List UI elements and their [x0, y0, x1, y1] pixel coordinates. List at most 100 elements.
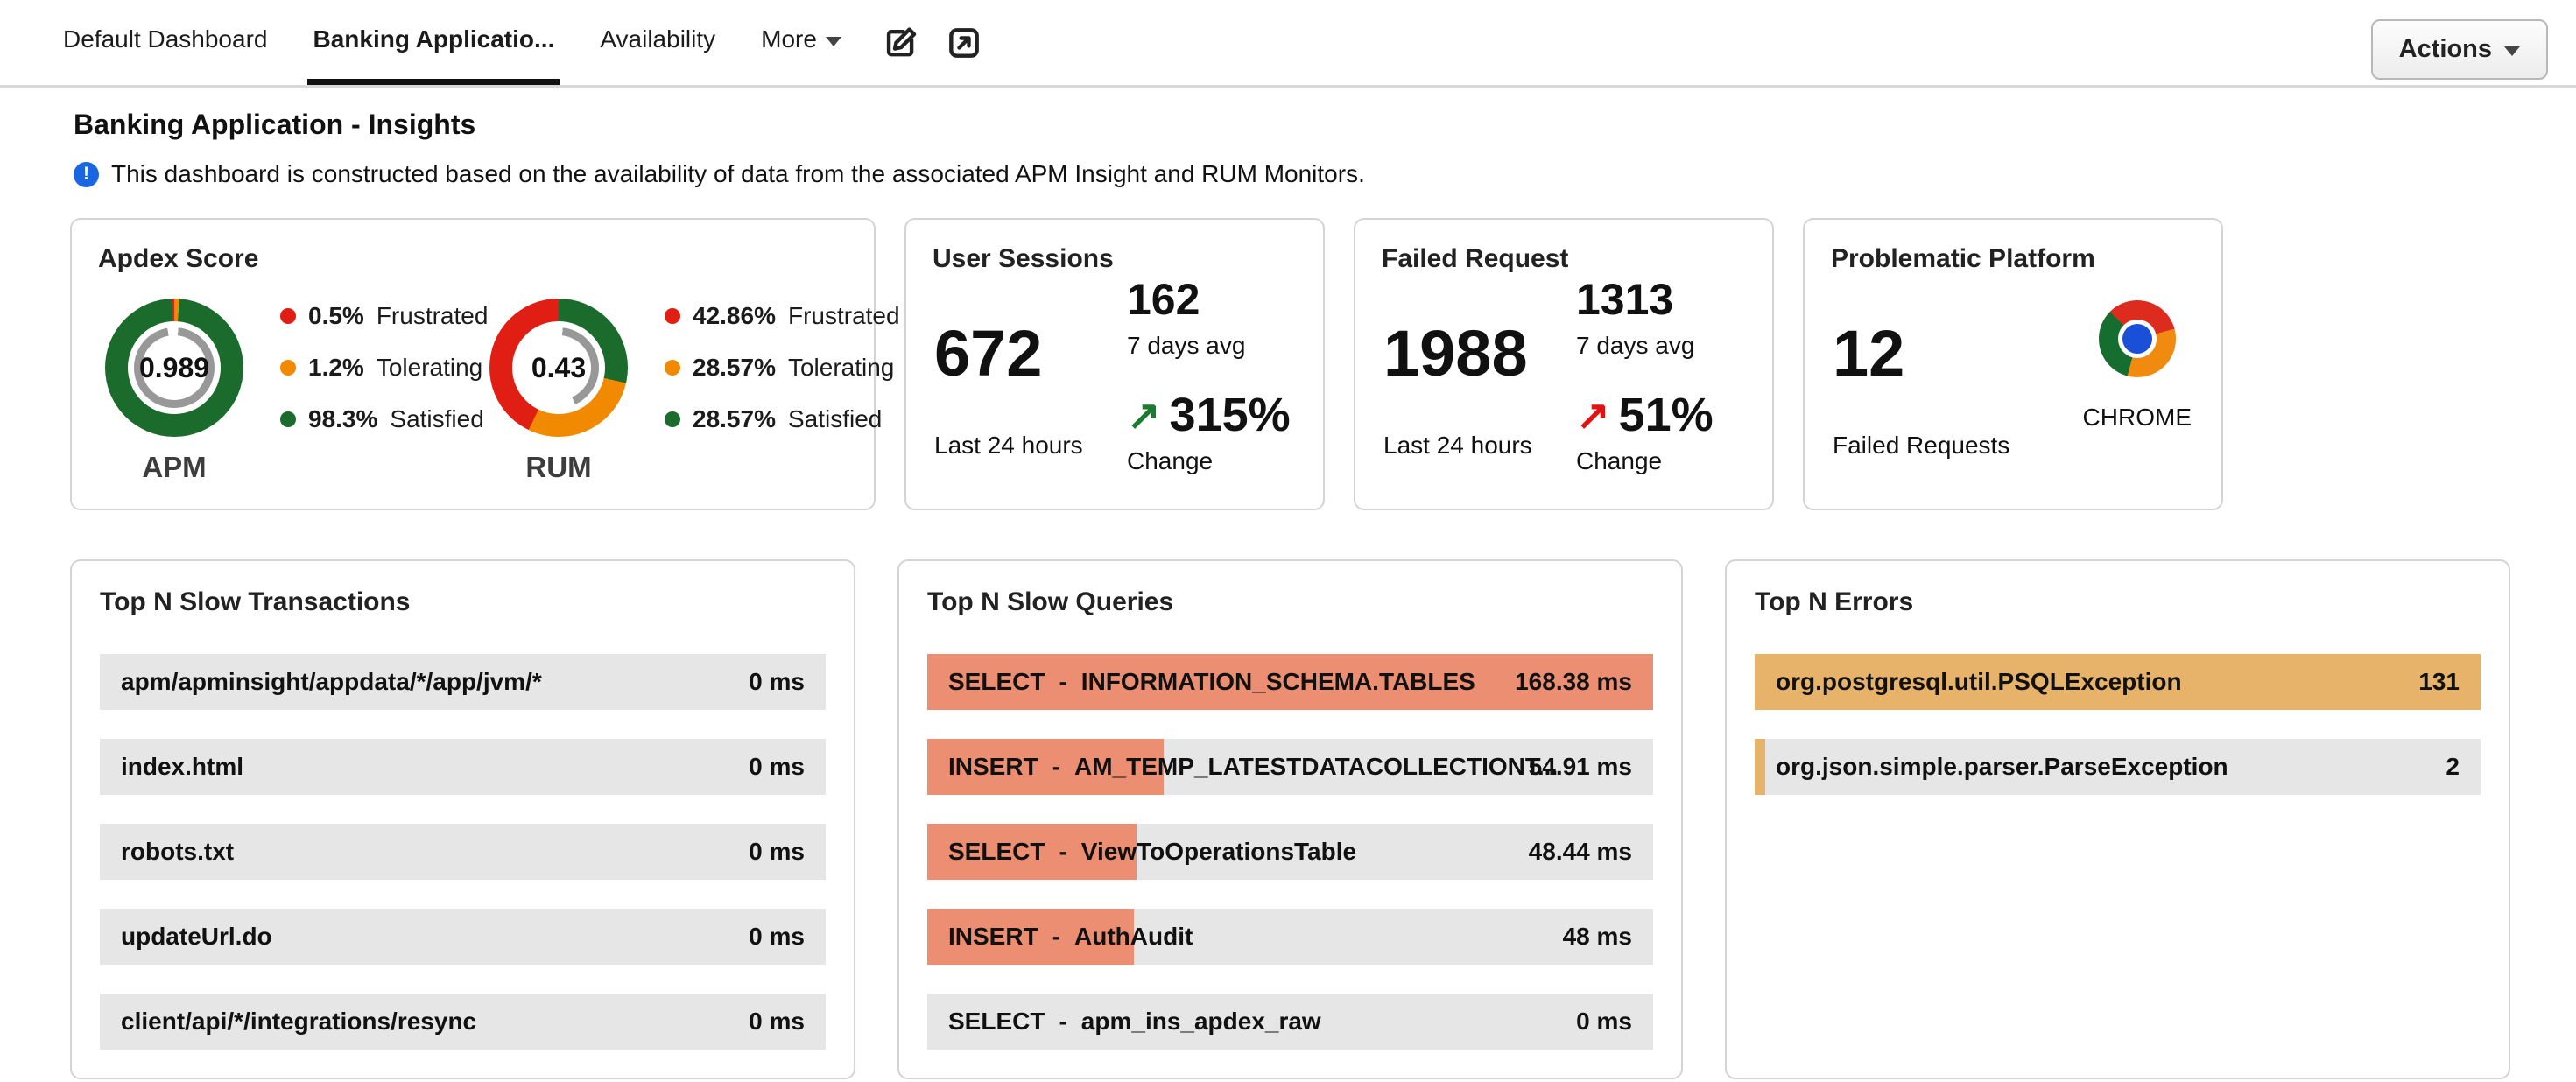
- row-label: SELECT - ViewToOperationsTable: [948, 838, 1357, 865]
- row-value: 131: [2418, 668, 2460, 695]
- row-label: org.json.simple.parser.ParseException: [1776, 753, 2228, 780]
- apm-gauge-group: 0.989 0.5% Frustrated 1.2% Tolerating 98.3…: [98, 299, 488, 502]
- row-label: INSERT - AM_TEMP_LATESTDATACOLLECTIONT...: [948, 753, 1559, 780]
- row-value: 48 ms: [1562, 923, 1632, 950]
- rum-gauge-group: 0.43 42.86% Frustrated 28.57% Tolerating 2…: [482, 299, 900, 502]
- change-label: Change: [1576, 447, 1663, 474]
- legend-pct: 1.2%: [308, 354, 364, 381]
- row-value: 48.44 ms: [1528, 838, 1632, 865]
- list-row[interactable]: org.postgresql.util.PSQLException 131: [1755, 654, 2481, 710]
- row-value: 0 ms: [749, 753, 805, 780]
- list-row[interactable]: client/api/*/integrations/resync 0 ms: [100, 994, 826, 1050]
- card-title: Apdex Score: [98, 244, 259, 273]
- actions-label: Actions: [2398, 35, 2492, 63]
- satisfied-dot-icon: [665, 411, 680, 427]
- card-title: Failed Request: [1382, 244, 1569, 273]
- top-slow-transactions-card: Top N Slow Transactions apm/apminsight/a…: [70, 559, 855, 1079]
- list-row[interactable]: SELECT - INFORMATION_SCHEMA.TABLES 168.38 m…: [927, 654, 1653, 710]
- row-label: index.html: [121, 753, 244, 780]
- legend-label: Tolerating: [787, 354, 895, 381]
- tab-default-dashboard[interactable]: Default Dashboard: [63, 25, 268, 53]
- row-fill-bar: [927, 824, 1137, 880]
- actions-button[interactable]: Actions: [2370, 19, 2548, 80]
- row-label: INSERT - AuthAudit: [948, 923, 1193, 950]
- row-fill-bar: [927, 739, 1165, 795]
- secondary-label: 7 days avg: [1127, 332, 1246, 359]
- card-title: Problematic Platform: [1831, 244, 2095, 273]
- info-message: This dashboard is constructed based on t…: [111, 160, 1365, 187]
- row-label: client/api/*/integrations/resync: [121, 1008, 477, 1035]
- rum-apdex-value: 0.43: [531, 351, 587, 383]
- top-errors-card: Top N Errors org.postgresql.util.PSQLExc…: [1725, 559, 2510, 1079]
- card-title: User Sessions: [933, 244, 1114, 273]
- primary-value: 1988: [1383, 317, 1528, 390]
- secondary-value: 1313: [1576, 275, 1674, 324]
- apdex-score-card: Apdex Score 0.989 0.5% Frustrated 1.2% Tol…: [70, 218, 900, 510]
- row-label: org.postgresql.util.PSQLException: [1776, 668, 2182, 695]
- row-value: 0 ms: [749, 668, 805, 695]
- row-value: 54.91 ms: [1528, 753, 1632, 780]
- chevron-down-icon: [2504, 46, 2520, 56]
- transactions-list: apm/apminsight/appdata/*/app/jvm/* 0 ms in…: [100, 654, 826, 1050]
- top-navigation-bar: Default Dashboard Banking Applicatio... Av…: [0, 0, 2576, 88]
- open-in-new-button[interactable]: [945, 0, 983, 85]
- list-row[interactable]: INSERT - AM_TEMP_LATESTDATACOLLECTIONT... 5…: [927, 739, 1653, 795]
- queries-list: SELECT - INFORMATION_SCHEMA.TABLES 168.38 m…: [927, 654, 1653, 1050]
- row-value: 168.38 ms: [1515, 668, 1632, 695]
- errors-list: org.postgresql.util.PSQLException 131 org.…: [1755, 654, 2481, 795]
- rum-legend: 42.86% Frustrated 28.57% Tolerating 28.57%…: [665, 302, 900, 433]
- chrome-icon: [2098, 300, 2176, 377]
- row-fill-bar: [1755, 654, 2481, 710]
- primary-value: 12: [1833, 317, 1905, 390]
- top-slow-queries-card: Top N Slow Queries SELECT - INFORMATION_SC…: [897, 559, 1683, 1079]
- legend-label: Tolerating: [376, 354, 483, 381]
- info-icon: !: [74, 161, 99, 187]
- apm-apdex-gauge: 0.989: [105, 299, 243, 437]
- frustrated-dot-icon: [280, 308, 296, 324]
- page-title: Banking Application - Insights: [74, 109, 476, 140]
- row-label: robots.txt: [121, 838, 235, 865]
- legend-label: Frustrated: [376, 302, 489, 329]
- legend-label: Frustrated: [787, 302, 900, 329]
- edit-dashboard-button[interactable]: [882, 0, 920, 85]
- tab-banking-applicatio[interactable]: Banking Applicatio...: [307, 0, 560, 85]
- apm-legend: 0.5% Frustrated 1.2% Tolerating 98.3% Satis…: [280, 302, 488, 433]
- change-value: 315%: [1169, 389, 1291, 441]
- row-fill-bar: [1755, 739, 1766, 795]
- legend-label: Satisfied: [390, 405, 484, 432]
- failed-request-card: Failed Request 1988 Last 24 hours 1313 7…: [1354, 218, 1774, 510]
- row-value: 0 ms: [749, 923, 805, 950]
- rum-gauge-label: RUM: [525, 451, 592, 483]
- more-menu[interactable]: More: [756, 0, 847, 85]
- list-row[interactable]: SELECT - ViewToOperationsTable 48.44 ms: [927, 824, 1653, 880]
- legend-label: Satisfied: [787, 405, 883, 432]
- tolerating-dot-icon: [280, 360, 296, 376]
- secondary-value: 162: [1127, 275, 1200, 324]
- satisfied-dot-icon: [280, 411, 296, 427]
- list-row[interactable]: apm/apminsight/appdata/*/app/jvm/* 0 ms: [100, 654, 826, 710]
- edit-pencil-icon: [886, 26, 917, 56]
- list-row[interactable]: org.json.simple.parser.ParseException 2: [1755, 739, 2481, 795]
- primary-label: Last 24 hours: [1383, 432, 1532, 459]
- list-row[interactable]: INSERT - AuthAudit 48 ms: [927, 909, 1653, 965]
- list-row[interactable]: robots.txt 0 ms: [100, 824, 826, 880]
- row-value: 2: [2446, 753, 2460, 780]
- apm-gauge-label: APM: [142, 451, 207, 483]
- row-label: updateUrl.do: [121, 923, 272, 950]
- change-value: 51%: [1618, 389, 1714, 441]
- row-value: 0 ms: [749, 1008, 805, 1035]
- problematic-platform-card: Problematic Platform 12 Failed Requests …: [1803, 218, 2223, 510]
- row-fill-bar: [927, 909, 1135, 965]
- row-value: 0 ms: [1576, 1008, 1632, 1035]
- list-row[interactable]: SELECT - apm_ins_apdex_raw 0 ms: [927, 994, 1653, 1050]
- row-value: 0 ms: [749, 838, 805, 865]
- list-row[interactable]: updateUrl.do 0 ms: [100, 909, 826, 965]
- tab-availability[interactable]: Availability: [600, 25, 716, 53]
- list-row[interactable]: index.html 0 ms: [100, 739, 826, 795]
- row-label: SELECT - INFORMATION_SCHEMA.TABLES: [948, 668, 1475, 695]
- secondary-label: 7 days avg: [1576, 332, 1695, 359]
- legend-pct: 28.57%: [693, 405, 776, 432]
- row-fill-bar: [927, 654, 1653, 710]
- user-sessions-card: User Sessions 672 Last 24 hours 162 7 da…: [904, 218, 1325, 510]
- primary-label: Failed Requests: [1833, 432, 2010, 459]
